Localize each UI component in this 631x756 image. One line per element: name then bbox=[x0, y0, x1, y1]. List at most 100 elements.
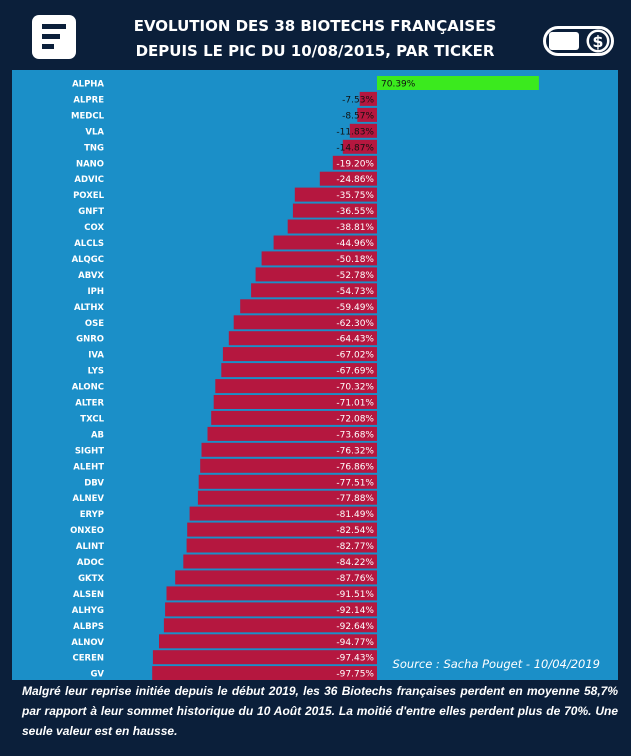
plot-area: ALPHA 70.39% ALPRE -7.53% MEDCL -8.57% VLA -11.… bbox=[12, 70, 618, 681]
tick-label-alpre: ALPRE bbox=[73, 96, 104, 106]
bar-alhyg bbox=[165, 602, 377, 617]
tick-label-advic: ADVIC bbox=[74, 175, 104, 185]
data-label-lys: -67.69% bbox=[336, 367, 374, 377]
tick-label-ceren: CEREN bbox=[72, 654, 104, 664]
tick-label-gnft: GNFT bbox=[78, 207, 104, 217]
data-label-alhyg: -92.14% bbox=[336, 606, 374, 616]
tick-label-eryp: ERYP bbox=[80, 510, 104, 520]
data-label-medcl: -8.57% bbox=[342, 111, 374, 121]
bar-ab bbox=[207, 426, 377, 441]
tick-label-ab: AB bbox=[91, 430, 104, 440]
bar-alsen bbox=[166, 586, 377, 601]
bar-iph bbox=[251, 283, 377, 298]
bar-gktx bbox=[175, 570, 377, 585]
tick-label-sight: SIGHT bbox=[75, 446, 104, 456]
tick-label-althx: ALTHX bbox=[74, 303, 104, 313]
tick-label-iph: IPH bbox=[87, 287, 104, 297]
tick-label-alnov: ALNOV bbox=[71, 638, 104, 648]
bar-alnov bbox=[159, 634, 377, 649]
bar-nano bbox=[332, 155, 377, 170]
tick-label-txcl: TXCL bbox=[80, 414, 104, 424]
tick-label-alsen: ALSEN bbox=[73, 590, 104, 600]
data-label-poxel: -35.75% bbox=[336, 191, 374, 201]
bar-poxel bbox=[294, 187, 377, 202]
data-label-gv: -97.75% bbox=[336, 670, 374, 680]
bar-medcl bbox=[357, 107, 377, 122]
bar-gnro bbox=[228, 331, 377, 346]
tick-label-alhyg: ALHYG bbox=[72, 606, 104, 616]
bar-chart: ALPHA 70.39% ALPRE -7.53% MEDCL -8.57% VLA -11.… bbox=[70, 76, 600, 681]
source-note: Source : Sacha Pouget - 10/04/2019 bbox=[393, 657, 600, 671]
bar-aleht bbox=[200, 458, 377, 473]
svg-text:$: $ bbox=[592, 32, 603, 51]
tick-label-alcls: ALCLS bbox=[74, 239, 104, 249]
bar-onxeo bbox=[187, 522, 377, 537]
caption-text: Malgré leur reprise initiée depuis le dé… bbox=[12, 681, 618, 747]
bar-ceren bbox=[152, 650, 377, 665]
bar-gv bbox=[152, 666, 377, 681]
data-label-dbv: -77.51% bbox=[336, 478, 374, 488]
data-label-iph: -54.73% bbox=[336, 287, 374, 297]
data-label-ceren: -97.43% bbox=[336, 654, 374, 664]
tick-label-dbv: DBV bbox=[84, 478, 104, 488]
tick-label-alpha: ALPHA bbox=[72, 80, 104, 90]
data-label-advic: -24.86% bbox=[336, 175, 374, 185]
tick-label-adoc: ADOC bbox=[77, 558, 104, 568]
chart-title-line1: EVOLUTION DES 38 BIOTECHS FRANÇAISES bbox=[133, 17, 497, 35]
data-label-alint: -82.77% bbox=[336, 542, 374, 552]
bar-althx bbox=[240, 299, 377, 314]
data-label-onxeo: -82.54% bbox=[336, 526, 374, 536]
data-label-iva: -67.02% bbox=[336, 351, 374, 361]
bar-alqgc bbox=[261, 251, 377, 266]
data-label-ose: -62.30% bbox=[336, 319, 374, 329]
bar-tng bbox=[342, 139, 377, 154]
bar-cox bbox=[287, 219, 377, 234]
tick-label-vla: VLA bbox=[85, 127, 104, 137]
data-label-abvx: -52.78% bbox=[336, 271, 374, 281]
data-label-alpre: -7.53% bbox=[342, 96, 374, 106]
bar-txcl bbox=[211, 410, 377, 425]
tick-label-iva: IVA bbox=[88, 351, 104, 361]
bar-alnev bbox=[197, 490, 377, 505]
data-label-alcls: -44.96% bbox=[336, 239, 374, 249]
tick-label-aleht: ALEHT bbox=[73, 462, 104, 472]
bar-ose bbox=[233, 315, 377, 330]
data-label-vla: -11.83% bbox=[336, 127, 374, 137]
data-label-alonc: -70.32% bbox=[336, 383, 374, 393]
tick-label-abvx: ABVX bbox=[78, 271, 104, 281]
data-label-nano: -19.20% bbox=[336, 159, 374, 169]
bar-alcls bbox=[273, 235, 377, 250]
bar-sight bbox=[201, 442, 377, 457]
tick-label-lys: LYS bbox=[88, 367, 104, 377]
bar-dbv bbox=[198, 474, 377, 489]
data-label-tng: -14.87% bbox=[336, 143, 374, 153]
data-label-althx: -59.49% bbox=[336, 303, 374, 313]
tick-label-alonc: ALONC bbox=[72, 383, 104, 393]
tick-label-alter: ALTER bbox=[75, 399, 104, 409]
brand-logo-icon bbox=[32, 15, 76, 59]
data-label-sight: -76.32% bbox=[336, 446, 374, 456]
bar-abvx bbox=[255, 267, 377, 282]
bar-albps bbox=[163, 618, 377, 633]
tick-label-nano: NANO bbox=[76, 159, 104, 169]
data-label-gnro: -64.43% bbox=[336, 335, 374, 345]
bar-alonc bbox=[215, 379, 377, 394]
tick-label-gv: GV bbox=[90, 670, 104, 680]
bar-alint bbox=[186, 538, 377, 553]
data-label-gnft: -36.55% bbox=[336, 207, 374, 217]
data-label-alnov: -94.77% bbox=[336, 638, 374, 648]
tick-label-gnro: GNRO bbox=[76, 335, 104, 345]
data-label-aleht: -76.86% bbox=[336, 462, 374, 472]
header: EVOLUTION DES 38 BIOTECHS FRANÇAISES DEP… bbox=[0, 0, 631, 68]
bar-alpre bbox=[359, 91, 377, 106]
tick-label-poxel: POXEL bbox=[73, 191, 105, 201]
bar-lys bbox=[221, 363, 377, 378]
data-label-adoc: -84.22% bbox=[336, 558, 374, 568]
chart-title-line2: DEPUIS LE PIC DU 10/08/2015, PAR TICKER bbox=[135, 42, 495, 60]
tick-label-ose: OSE bbox=[85, 319, 104, 329]
data-label-alsen: -91.51% bbox=[336, 590, 374, 600]
bar-iva bbox=[222, 347, 377, 362]
tick-label-alint: ALINT bbox=[76, 542, 104, 552]
tick-label-tng: TNG bbox=[84, 143, 104, 153]
